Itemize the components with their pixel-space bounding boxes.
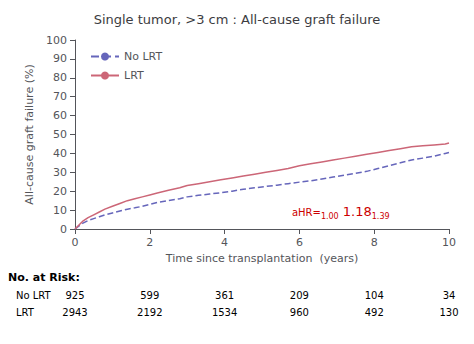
svg-text:80: 80 (53, 71, 67, 84)
svg-text:Time since transplantation (y: Time since transplantation (years) (165, 252, 359, 265)
svg-text:209: 209 (290, 290, 309, 301)
svg-text:40: 40 (53, 147, 67, 160)
svg-text:130: 130 (439, 307, 458, 318)
svg-text:90: 90 (53, 52, 67, 65)
svg-text:6: 6 (296, 236, 303, 249)
svg-text:8: 8 (371, 236, 378, 249)
svg-text:30: 30 (53, 166, 67, 179)
svg-text:599: 599 (140, 290, 159, 301)
svg-text:2: 2 (146, 236, 153, 249)
svg-text:1.39: 1.39 (372, 212, 390, 221)
svg-text:aHR=: aHR= (292, 207, 321, 218)
svg-text:10: 10 (53, 204, 67, 217)
svg-text:2943: 2943 (62, 307, 87, 318)
svg-text:1.18: 1.18 (339, 204, 372, 219)
svg-text:70: 70 (53, 90, 67, 103)
svg-text:100: 100 (46, 34, 67, 47)
svg-text:1.00: 1.00 (321, 212, 339, 221)
svg-text:492: 492 (365, 307, 384, 318)
svg-text:34: 34 (443, 290, 456, 301)
svg-text:No LRT: No LRT (124, 50, 162, 63)
svg-text:10: 10 (442, 236, 456, 249)
svg-text:20: 20 (53, 185, 67, 198)
svg-text:LRT: LRT (124, 69, 144, 82)
svg-text:2192: 2192 (137, 307, 162, 318)
svg-text:4: 4 (221, 236, 228, 249)
svg-text:361: 361 (215, 290, 234, 301)
svg-text:Single tumor, >3 cm : All-caus: Single tumor, >3 cm : All-cause graft fa… (94, 12, 381, 27)
svg-text:925: 925 (65, 290, 84, 301)
svg-text:LRT: LRT (16, 307, 35, 318)
svg-text:60: 60 (53, 109, 67, 122)
svg-text:All-cause graft failure (%): All-cause graft failure (%) (23, 64, 36, 204)
svg-text:104: 104 (365, 290, 384, 301)
svg-text:No LRT: No LRT (16, 290, 52, 301)
svg-text:1534: 1534 (212, 307, 237, 318)
svg-text:0: 0 (72, 236, 79, 249)
svg-text:960: 960 (290, 307, 309, 318)
svg-text:50: 50 (53, 128, 67, 141)
svg-text:0: 0 (60, 223, 67, 236)
svg-text:No. at Risk:: No. at Risk: (8, 271, 80, 284)
